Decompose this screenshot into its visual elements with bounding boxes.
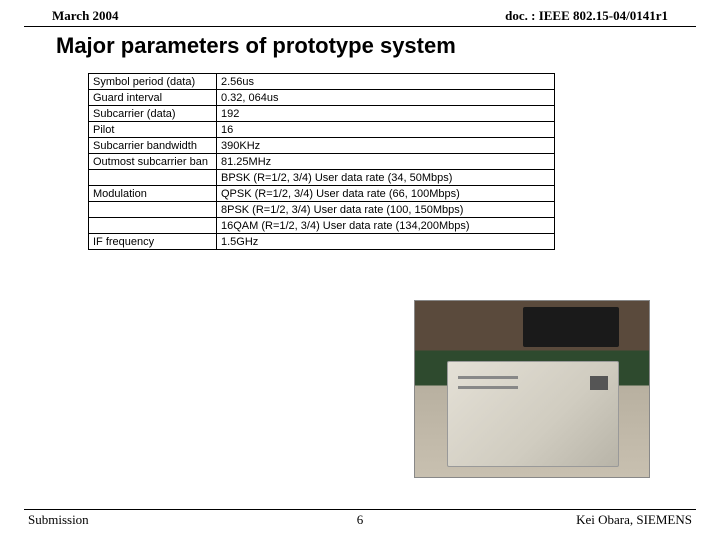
param-label: Subcarrier (data) — [89, 106, 217, 122]
table-row: 16QAM (R=1/2, 3/4) User data rate (134,2… — [89, 218, 555, 234]
table-row: IF frequency1.5GHz — [89, 234, 555, 250]
param-label — [89, 218, 217, 234]
param-value: BPSK (R=1/2, 3/4) User data rate (34, 50… — [217, 170, 555, 186]
slide-title: Major parameters of prototype system — [56, 33, 720, 59]
param-value: QPSK (R=1/2, 3/4) User data rate (66, 10… — [217, 186, 555, 202]
device-slot — [458, 386, 518, 389]
table-row: Pilot16 — [89, 122, 555, 138]
header-date: March 2004 — [52, 8, 119, 24]
param-value: 8PSK (R=1/2, 3/4) User data rate (100, 1… — [217, 202, 555, 218]
header-docref: doc. : IEEE 802.15-04/0141r1 — [505, 8, 668, 24]
param-label: Guard interval — [89, 90, 217, 106]
param-value: 81.25MHz — [217, 154, 555, 170]
param-label: Subcarrier bandwidth — [89, 138, 217, 154]
param-label — [89, 170, 217, 186]
param-label: Pilot — [89, 122, 217, 138]
equipment-photo — [414, 300, 650, 478]
table-row: 8PSK (R=1/2, 3/4) User data rate (100, 1… — [89, 202, 555, 218]
table-row: Subcarrier (data)192 — [89, 106, 555, 122]
param-value: 1.5GHz — [217, 234, 555, 250]
table-row: ModulationQPSK (R=1/2, 3/4) User data ra… — [89, 186, 555, 202]
photo-background — [415, 301, 649, 477]
table-row: BPSK (R=1/2, 3/4) User data rate (34, 50… — [89, 170, 555, 186]
footer-right: Kei Obara, SIEMENS — [576, 512, 692, 528]
slide-footer: Submission 6 Kei Obara, SIEMENS — [24, 509, 696, 528]
param-label: IF frequency — [89, 234, 217, 250]
param-label: Modulation — [89, 186, 217, 202]
table-row: Guard interval0.32, 064us — [89, 90, 555, 106]
param-label: Symbol period (data) — [89, 74, 217, 90]
param-value: 16 — [217, 122, 555, 138]
parameters-table: Symbol period (data)2.56usGuard interval… — [88, 73, 555, 250]
param-value: 390KHz — [217, 138, 555, 154]
param-value: 2.56us — [217, 74, 555, 90]
device-slot — [458, 376, 518, 379]
param-label: Outmost subcarrier ban — [89, 154, 217, 170]
table-row: Outmost subcarrier ban81.25MHz — [89, 154, 555, 170]
table-row: Symbol period (data)2.56us — [89, 74, 555, 90]
device-main-unit — [447, 361, 619, 467]
param-value: 16QAM (R=1/2, 3/4) User data rate (134,2… — [217, 218, 555, 234]
slide-header: March 2004 doc. : IEEE 802.15-04/0141r1 — [24, 0, 696, 27]
footer-left: Submission — [28, 512, 89, 528]
footer-page-number: 6 — [357, 512, 364, 528]
device-top-unit — [523, 307, 619, 347]
device-panel — [590, 376, 608, 390]
table-row: Subcarrier bandwidth390KHz — [89, 138, 555, 154]
param-value: 0.32, 064us — [217, 90, 555, 106]
param-label — [89, 202, 217, 218]
param-value: 192 — [217, 106, 555, 122]
